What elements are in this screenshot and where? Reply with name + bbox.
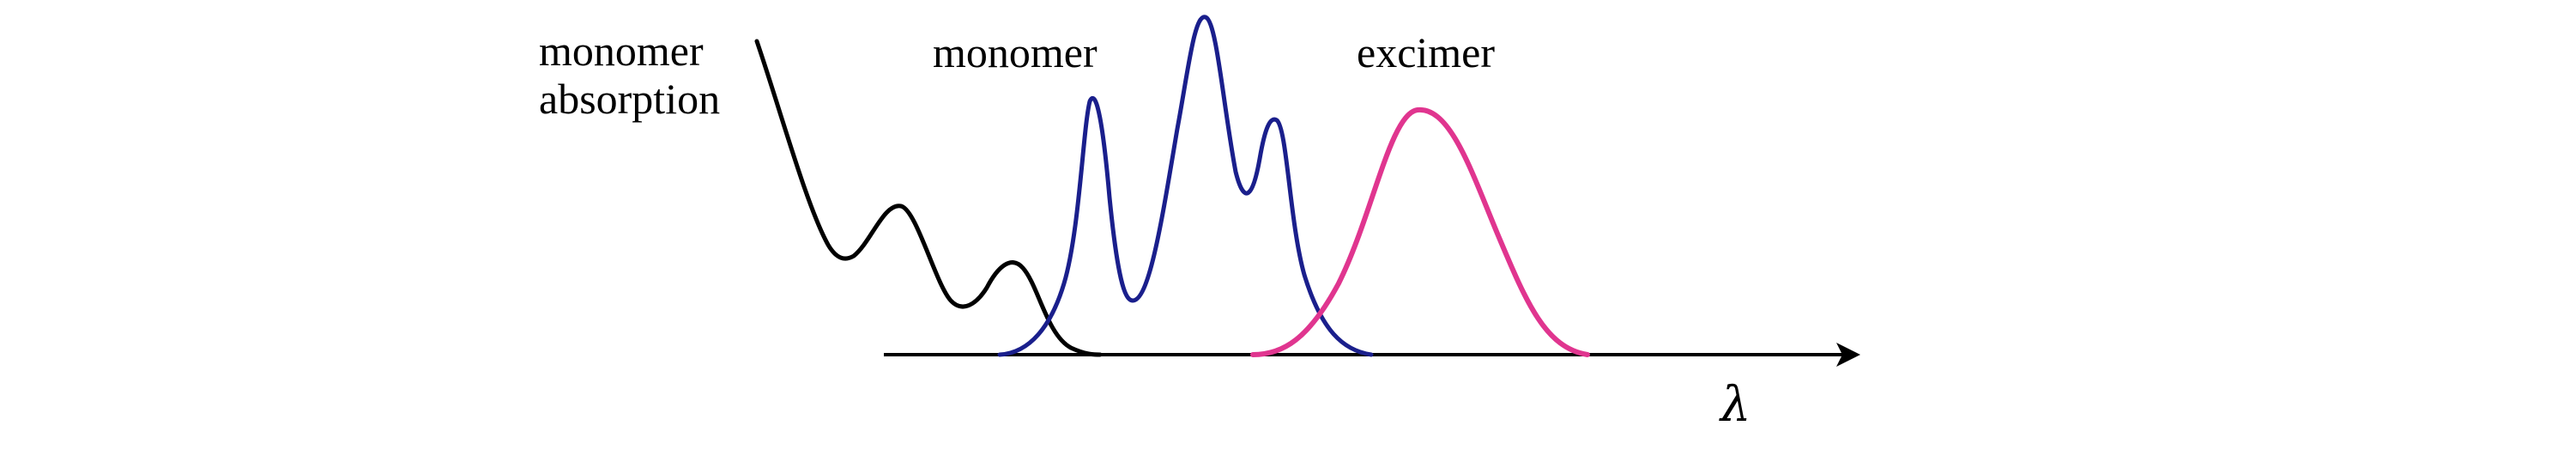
absorption-label-line2: absorption [539, 75, 720, 123]
excimer-label: excimer [1357, 28, 1495, 76]
excimer-emission-curve [1250, 106, 1590, 357]
monomer-emission-curve [997, 15, 1374, 357]
axis-arrowhead [1836, 343, 1860, 367]
absorption-curve [754, 39, 1103, 357]
monomer-label: monomer [933, 28, 1098, 76]
wavelength-symbol: λ [1719, 377, 1751, 433]
absorption-label-line1: monomer [539, 27, 704, 75]
